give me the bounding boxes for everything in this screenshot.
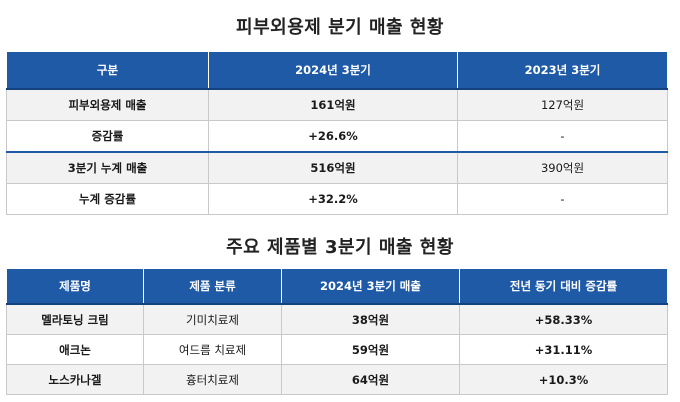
table-row: 누계 증감률 +32.2% - [6, 183, 668, 215]
cell-2024: 516억원 [208, 152, 458, 184]
table-row: 노스카나겔 흉터치료제 64억원 +10.3% [6, 364, 668, 395]
row-label: 증감률 [6, 120, 209, 153]
product-sales: 59억원 [281, 334, 460, 365]
table-header-row: 제품명 제품 분류 2024년 3분기 매출 전년 동기 대비 증감률 [6, 268, 668, 305]
row-label: 누계 증감률 [6, 183, 209, 215]
product-name: 멜라토닝 크림 [6, 304, 144, 335]
table-header-row: 구분 2024년 3분기 2023년 3분기 [6, 51, 668, 90]
product-yoy: +58.33% [459, 304, 668, 335]
table-row: 피부외용제 매출 161억원 127억원 [6, 89, 668, 121]
product-sales-table: 제품명 제품 분류 2024년 3분기 매출 전년 동기 대비 증감률 멜라토닝… [6, 268, 668, 395]
header-yoy-change: 전년 동기 대비 증감률 [459, 268, 668, 305]
product-category: 여드름 치료제 [143, 334, 282, 365]
header-2024-q3: 2024년 3분기 [208, 51, 458, 90]
table-row: 애크논 여드름 치료제 59억원 +31.11% [6, 334, 668, 365]
row-label: 3분기 누계 매출 [6, 152, 209, 184]
header-q3-sales: 2024년 3분기 매출 [281, 268, 460, 305]
quarterly-sales-table: 구분 2024년 3분기 2023년 3분기 피부외용제 매출 161억원 12… [6, 51, 668, 215]
row-label: 피부외용제 매출 [6, 89, 209, 121]
product-category: 기미치료제 [143, 304, 282, 335]
product-yoy: +31.11% [459, 334, 668, 365]
cell-2024: +26.6% [208, 120, 458, 153]
table1-title: 피부외용제 분기 매출 현황 [236, 17, 444, 38]
cell-2023: 127억원 [457, 89, 668, 121]
table-row: 증감률 +26.6% - [6, 120, 668, 153]
table-row: 3분기 누계 매출 516억원 390억원 [6, 152, 668, 184]
product-name: 노스카나겔 [6, 364, 144, 395]
cell-2023: - [457, 120, 668, 153]
product-yoy: +10.3% [459, 364, 668, 395]
cell-2024: 161억원 [208, 89, 458, 121]
table2-title: 주요 제품별 3분기 매출 현황 [226, 237, 454, 258]
product-sales: 38억원 [281, 304, 460, 335]
table-row: 멜라토닝 크림 기미치료제 38억원 +58.33% [6, 304, 668, 335]
header-2023-q3: 2023년 3분기 [457, 51, 668, 90]
cell-2024: +32.2% [208, 183, 458, 215]
header-category: 구분 [6, 51, 209, 90]
header-product-category: 제품 분류 [143, 268, 282, 305]
cell-2023: 390억원 [457, 152, 668, 184]
product-sales: 64억원 [281, 364, 460, 395]
product-name: 애크논 [6, 334, 144, 365]
header-product-name: 제품명 [6, 268, 144, 305]
product-category: 흉터치료제 [143, 364, 282, 395]
cell-2023: - [457, 183, 668, 215]
